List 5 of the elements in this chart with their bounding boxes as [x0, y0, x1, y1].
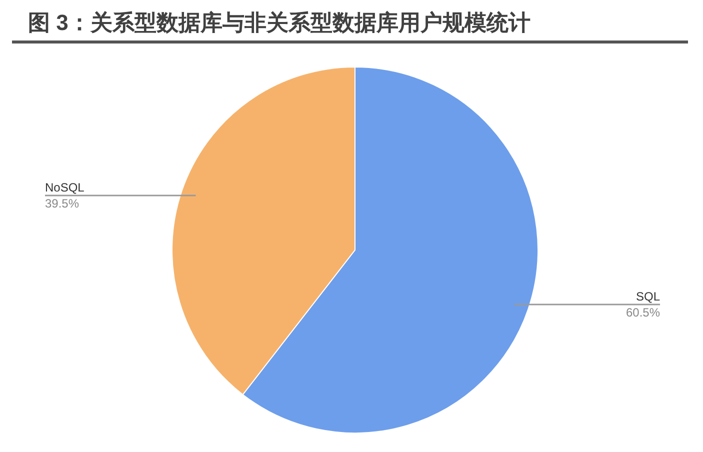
- slice-label: SQL: [636, 290, 660, 304]
- chart-title: 图 3：关系型数据库与非关系型数据库用户规模统计: [28, 10, 530, 35]
- data-label: 39.5%: [45, 196, 80, 210]
- slice-label: NoSQL: [45, 180, 85, 194]
- data-label: 60.5%: [626, 306, 660, 320]
